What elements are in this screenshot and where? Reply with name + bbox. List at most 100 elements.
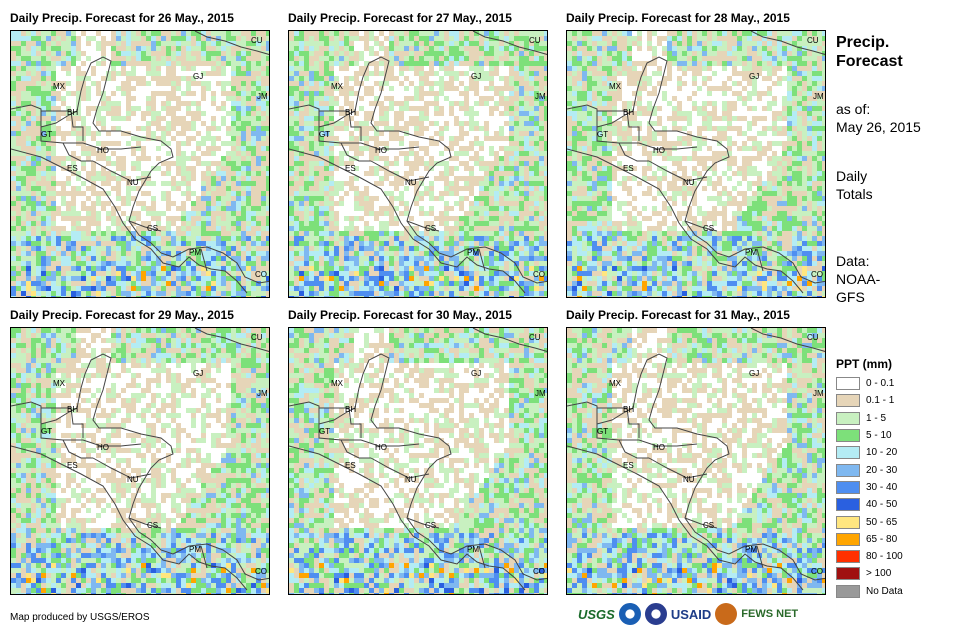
precip-cell	[592, 36, 597, 41]
precip-cell	[216, 31, 221, 36]
precip-cell	[46, 161, 51, 166]
precip-cell	[304, 111, 309, 116]
precip-cell	[324, 226, 329, 231]
precip-cell	[289, 196, 294, 201]
precip-cell	[304, 201, 309, 206]
precip-cell	[261, 251, 266, 256]
precip-cell	[319, 286, 324, 291]
precip-cell	[334, 221, 339, 226]
precip-cell	[464, 281, 469, 286]
country-label-pm: PM	[189, 248, 201, 257]
precip-cell	[221, 176, 226, 181]
precip-cell	[494, 256, 499, 261]
precip-cell	[529, 36, 534, 41]
precip-cell	[494, 266, 499, 271]
precip-cell	[464, 71, 469, 76]
precip-cell	[489, 226, 494, 231]
precip-cell	[464, 61, 469, 66]
precip-cell	[181, 66, 186, 71]
precip-cell	[344, 36, 349, 41]
precip-cell	[171, 176, 176, 181]
precip-cell	[424, 271, 429, 276]
precip-cell	[597, 51, 602, 56]
precip-cell	[146, 111, 151, 116]
precip-cell	[444, 296, 449, 297]
precip-cell	[464, 216, 469, 221]
precip-cell	[504, 181, 509, 186]
precip-cell	[354, 186, 359, 191]
precip-cell	[256, 216, 261, 221]
precip-cell	[339, 266, 344, 271]
precip-cell	[76, 126, 81, 131]
precip-cell	[329, 221, 334, 226]
precip-cell	[509, 291, 514, 296]
precip-cell	[369, 266, 374, 271]
precip-cell	[191, 121, 196, 126]
precip-cell	[46, 176, 51, 181]
precip-cell	[414, 296, 419, 297]
precip-cell	[241, 136, 246, 141]
precip-cell	[444, 81, 449, 86]
precip-cell	[419, 116, 424, 121]
precip-cell	[359, 51, 364, 56]
precip-cell	[329, 136, 334, 141]
precip-cell	[136, 226, 141, 231]
precip-cell	[221, 166, 226, 171]
precip-cell	[46, 226, 51, 231]
precip-cell	[211, 211, 216, 216]
precip-cell	[146, 36, 151, 41]
precip-cell	[454, 256, 459, 261]
precip-cell	[66, 231, 71, 236]
precip-cell	[717, 31, 722, 36]
precip-cell	[61, 246, 66, 251]
precip-cell	[304, 266, 309, 271]
precip-cell	[349, 241, 354, 246]
precip-cell	[101, 206, 106, 211]
precip-cell	[329, 111, 334, 116]
precip-cell	[504, 101, 509, 106]
precip-cell	[484, 96, 489, 101]
precip-cell	[344, 121, 349, 126]
precip-cell	[812, 41, 817, 46]
precip-cell	[349, 101, 354, 106]
precip-cell	[324, 61, 329, 66]
precip-cell	[299, 161, 304, 166]
precip-cell	[464, 41, 469, 46]
precip-cell	[71, 51, 76, 56]
precip-cell	[364, 226, 369, 231]
precip-cell	[176, 141, 181, 146]
precip-cell	[294, 66, 299, 71]
precip-cell	[529, 276, 534, 281]
precip-cell	[166, 31, 171, 36]
precip-cell	[449, 86, 454, 91]
precip-cell	[116, 281, 121, 286]
precip-cell	[489, 51, 494, 56]
precip-cell	[36, 51, 41, 56]
precip-cell	[16, 136, 21, 141]
precip-cell	[539, 211, 544, 216]
precip-cell	[21, 261, 26, 266]
precip-cell	[369, 241, 374, 246]
precip-cell	[226, 56, 231, 61]
precip-cell	[231, 111, 236, 116]
precip-cell	[31, 96, 36, 101]
precip-cell	[389, 41, 394, 46]
precip-cell	[454, 296, 459, 297]
precip-cell	[484, 216, 489, 221]
precip-cell	[534, 121, 539, 126]
precip-cell	[539, 291, 544, 296]
precip-cell	[196, 281, 201, 286]
precip-cell	[677, 36, 682, 41]
precip-cell	[251, 116, 256, 121]
precip-cell	[439, 266, 444, 271]
precip-cell	[449, 271, 454, 276]
precip-cell	[31, 166, 36, 171]
precip-cell	[146, 271, 151, 276]
precip-cell	[146, 31, 151, 36]
precip-cell	[424, 146, 429, 151]
precip-cell	[121, 256, 126, 261]
precip-cell	[241, 141, 246, 146]
precip-cell	[151, 61, 156, 66]
precip-cell	[211, 246, 216, 251]
precip-cell	[31, 241, 36, 246]
